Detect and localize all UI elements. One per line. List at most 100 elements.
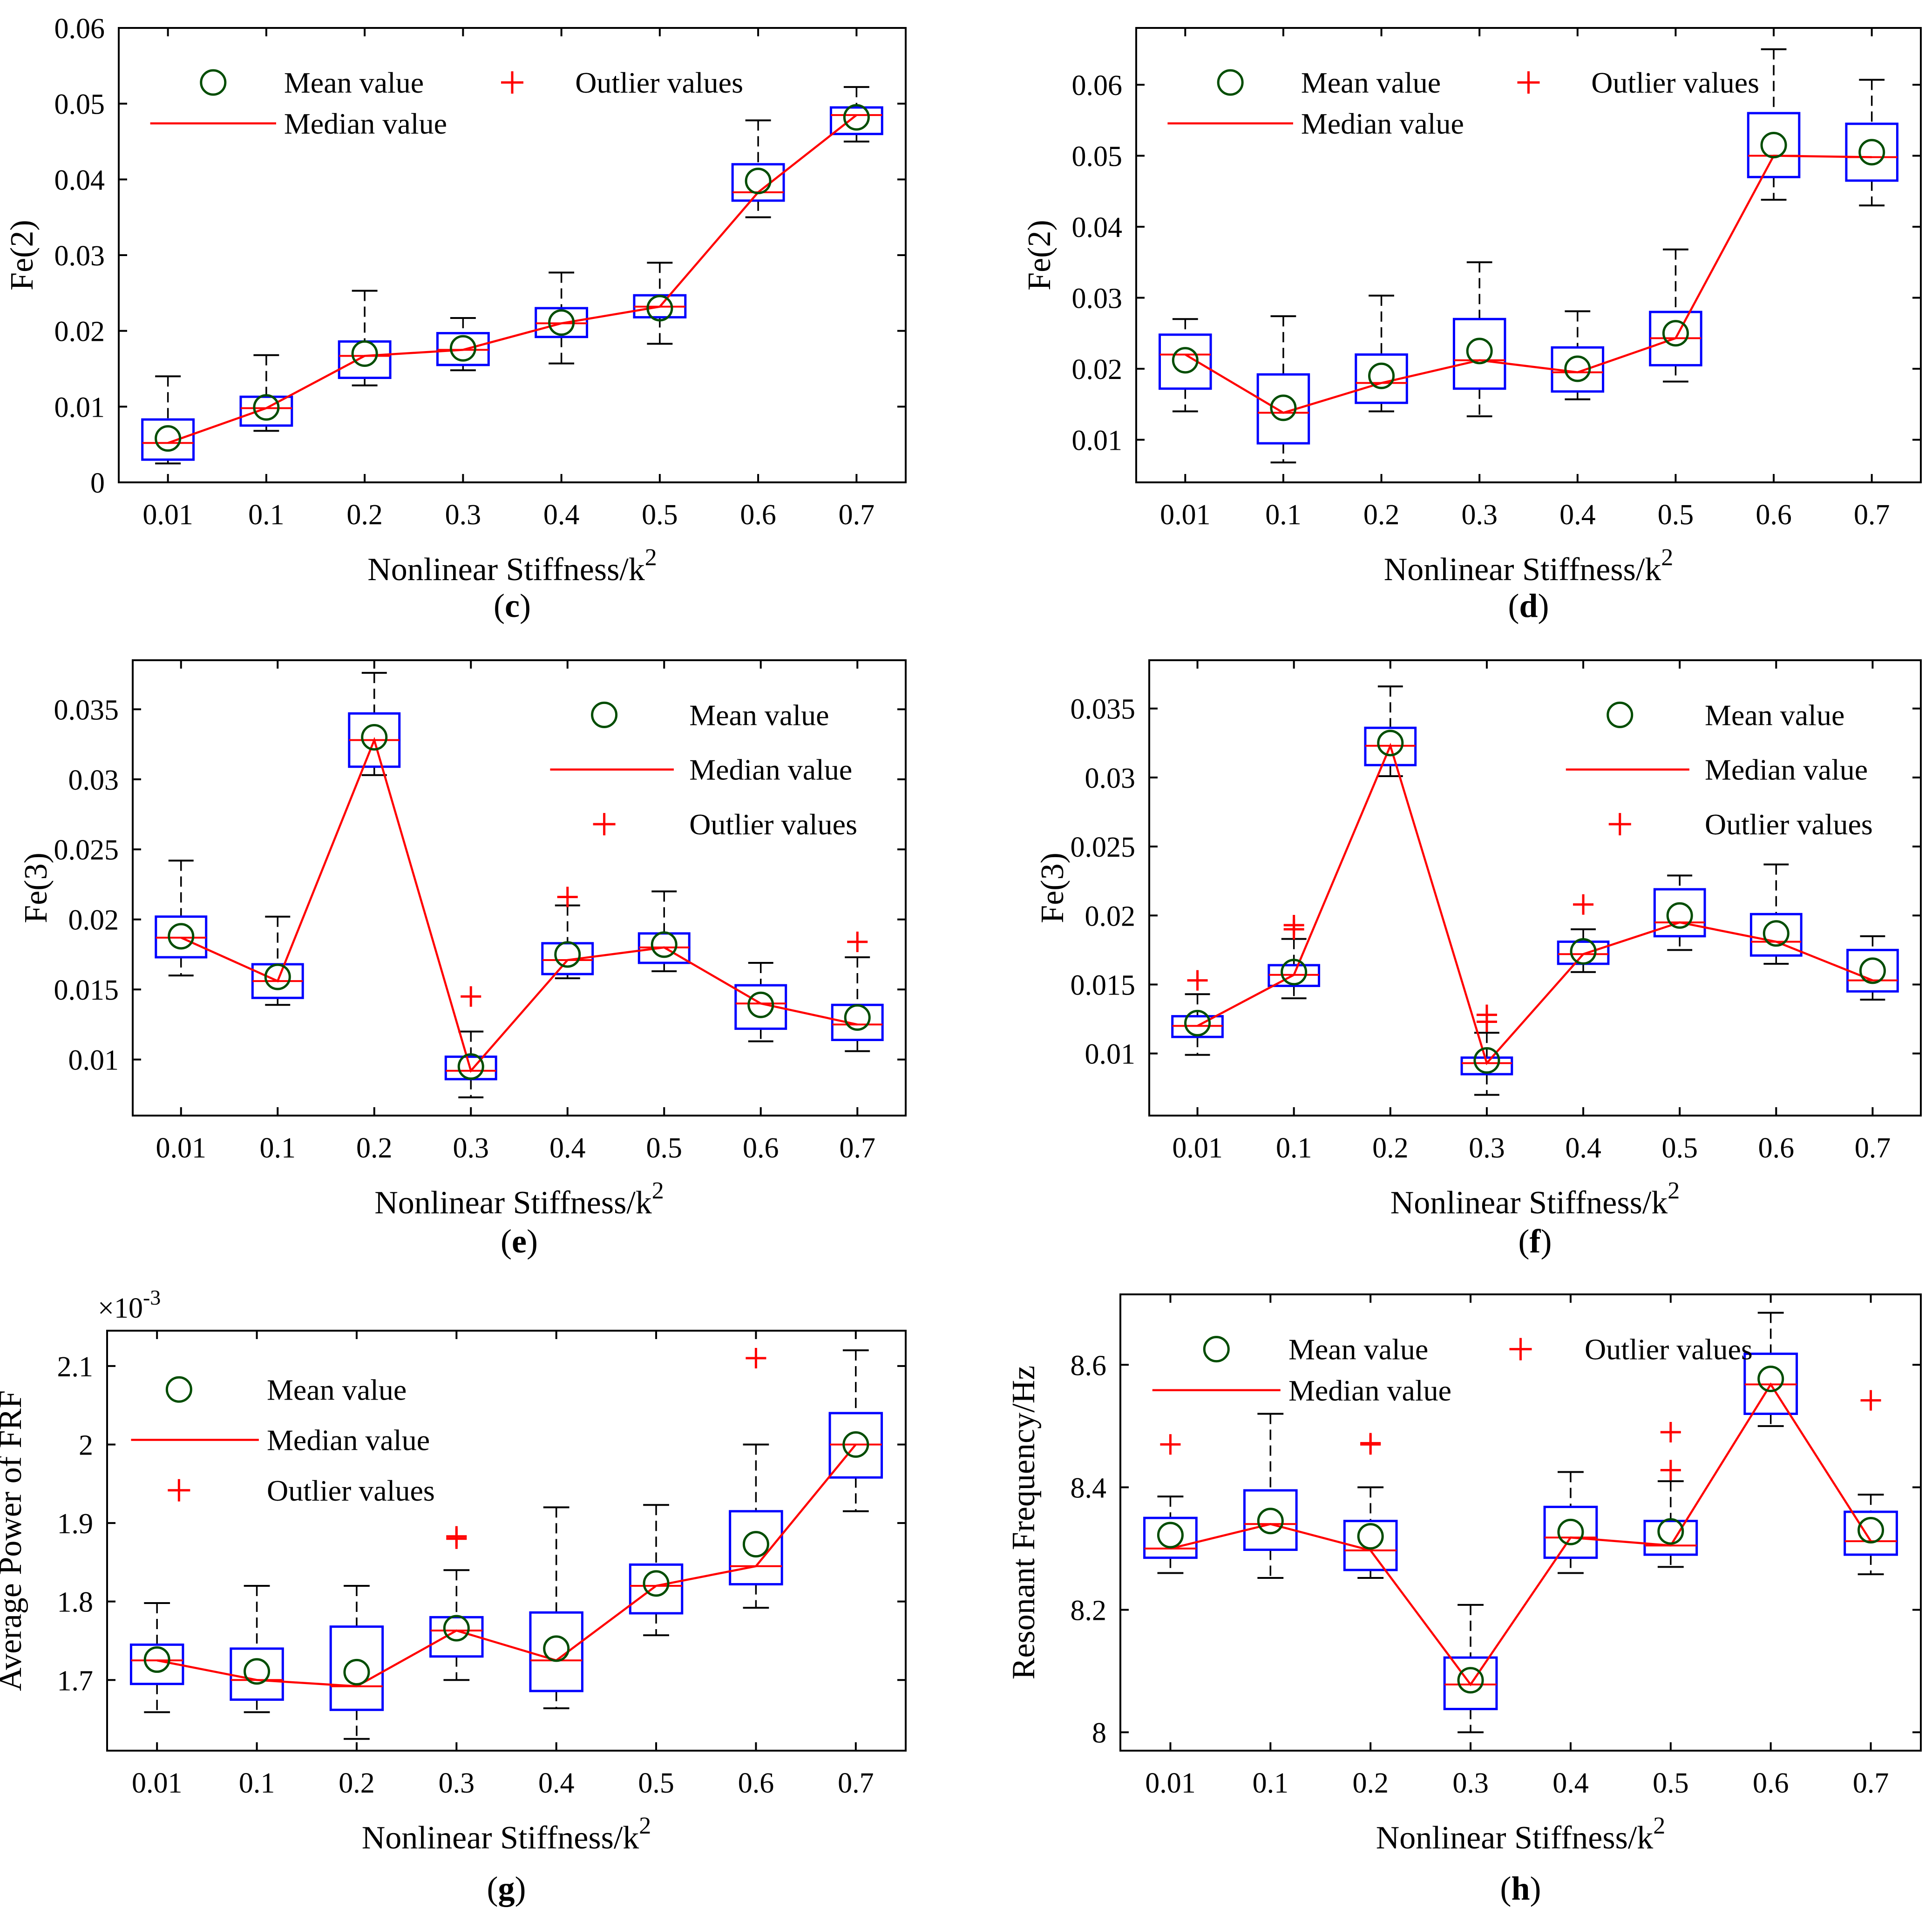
mean-marker	[747, 991, 774, 1018]
box-0.1	[230, 1584, 284, 1713]
mean-marker	[457, 1053, 484, 1080]
x-tick-label: 0.2	[1363, 499, 1400, 531]
mean-marker	[844, 1004, 871, 1031]
mean-marker	[1564, 355, 1591, 382]
mean-marker	[1570, 938, 1597, 965]
mean-marker	[264, 963, 291, 990]
mean-marker	[1557, 1518, 1584, 1545]
iqr-box	[1243, 1489, 1298, 1551]
legend-median-label: Median value	[267, 1424, 430, 1457]
x-tick-label: 0.7	[1854, 499, 1890, 531]
iqr-box	[1543, 1505, 1598, 1559]
plot-frame	[1119, 1293, 1922, 1752]
mean-marker	[646, 295, 673, 322]
iqr-box	[129, 1643, 184, 1685]
box-0.2	[338, 290, 392, 386]
iqr-box	[1460, 1056, 1513, 1076]
legend-mean-marker	[1217, 69, 1244, 96]
x-axis-label: Nonlinear Stiffness/k2	[374, 1178, 664, 1221]
y-tick-label: 0.01	[1072, 425, 1123, 457]
y-tick-label: 0.04	[1072, 212, 1123, 244]
outlier-marker	[1660, 1460, 1681, 1481]
x-axis-label-text: Nonlinear Stiffness/k	[1384, 552, 1661, 588]
legend-mean-marker	[1607, 701, 1634, 728]
panel-caption: (g)	[487, 1870, 526, 1907]
mean-marker	[351, 340, 378, 367]
iqr-box	[1355, 353, 1408, 404]
panel-caption-paren: )	[520, 587, 531, 624]
box-0.6	[1743, 1312, 1798, 1427]
plot-frame	[106, 1330, 907, 1752]
outlier-marker	[1476, 1004, 1497, 1025]
mean-marker	[1466, 338, 1493, 365]
y-tick-label: 0.04	[54, 164, 105, 196]
box-0.3	[1452, 261, 1506, 418]
mean-marker	[143, 1646, 170, 1673]
y-axis-label: Fe(2)	[4, 220, 40, 291]
x-axis-label-text: Nonlinear Stiffness/k	[1390, 1185, 1668, 1221]
box-0.01	[1171, 970, 1224, 1056]
outlier-marker	[446, 1526, 467, 1547]
y-axis-label: Resonant Frequency/Hz	[1006, 1366, 1042, 1680]
outlier-marker	[1360, 1433, 1381, 1454]
mean-marker	[1760, 132, 1787, 159]
mean-marker	[543, 1635, 570, 1662]
x-axis-label-text: Nonlinear Stiffness/k	[1376, 1820, 1654, 1856]
x-tick-label: 0.7	[1853, 1767, 1889, 1799]
panel-caption-paren: )	[1530, 1870, 1541, 1907]
box-0.2	[329, 1584, 384, 1740]
y-tick-label: 1.7	[57, 1665, 94, 1697]
y-tick-label: 0.05	[1072, 141, 1123, 173]
x-tick-label: 0.1	[239, 1767, 275, 1799]
box-0.1	[1268, 915, 1321, 1000]
iqr-box	[141, 418, 195, 461]
legend-outlier-label: Outlier values	[267, 1474, 435, 1507]
legend-outlier-marker	[1608, 813, 1631, 836]
mean-marker	[843, 104, 870, 131]
x-tick-label: 0.7	[838, 1767, 874, 1799]
mean-marker	[554, 941, 581, 968]
box-0.1	[1256, 315, 1310, 464]
legend-mean-label: Mean value	[689, 698, 829, 731]
y-exponent-base: ×10	[98, 1293, 143, 1324]
mean-marker	[842, 1431, 869, 1458]
box-0.2	[1343, 1433, 1398, 1579]
x-tick-label: 0.2	[339, 1767, 375, 1799]
box-0.1	[251, 915, 304, 1006]
iqr-box	[1653, 888, 1706, 938]
legend-mean-label: Mean value	[267, 1373, 407, 1406]
median-series-line	[180, 737, 858, 1073]
legend-mean-marker	[165, 1376, 192, 1403]
legend-median-label: Median value	[1301, 107, 1464, 140]
median-series-line	[1185, 155, 1872, 414]
legend-outlier-label: Outlier values	[1591, 66, 1759, 99]
box-0.7	[1844, 1390, 1898, 1576]
x-tick-label: 0.6	[1756, 499, 1792, 531]
x-tick-label: 0.1	[1253, 1767, 1289, 1799]
x-axis-label: Nonlinear Stiffness/k2	[362, 1813, 651, 1856]
iqr-box	[230, 1647, 284, 1701]
y-axis-label: Fe(3)	[1035, 853, 1071, 923]
panel-caption-paren: )	[1540, 1223, 1552, 1260]
x-tick-label: 0.3	[1452, 1767, 1489, 1799]
y-axis-label: Fe(2)	[1022, 220, 1058, 291]
box-0.3	[1443, 1604, 1498, 1733]
legend-mean-label: Mean value	[1288, 1333, 1428, 1366]
iqr-box	[829, 106, 883, 135]
x-tick-label: 0.1	[248, 499, 285, 531]
legend-outlier-marker	[168, 1479, 190, 1502]
median-series-line	[1170, 1382, 1872, 1686]
y-tick-label: 8	[1092, 1718, 1106, 1749]
outlier-marker	[1660, 1421, 1681, 1442]
chart-panel-1: 0 0.01 0.02 0.03 0.04 0.05 0.06 0.01 0.1 0.2 0.3 0.…	[4, 13, 907, 624]
panel-caption: (d)	[1508, 587, 1549, 624]
x-tick-label: 0.5	[638, 1767, 674, 1799]
mean-marker	[443, 1615, 470, 1642]
x-tick-label: 0.6	[740, 499, 776, 531]
x-tick-label: 0.5	[1653, 1767, 1689, 1799]
chart-panel-3: 0.01 0.015 0.02 0.025 0.03 0.035 0.01 0.1 0.2 0.3…	[18, 659, 907, 1260]
y-tick-label: 0.025	[1071, 832, 1136, 863]
x-tick-label: 0.01	[156, 1132, 207, 1164]
panel-caption: (e)	[501, 1223, 538, 1260]
iqr-box	[1749, 913, 1803, 957]
